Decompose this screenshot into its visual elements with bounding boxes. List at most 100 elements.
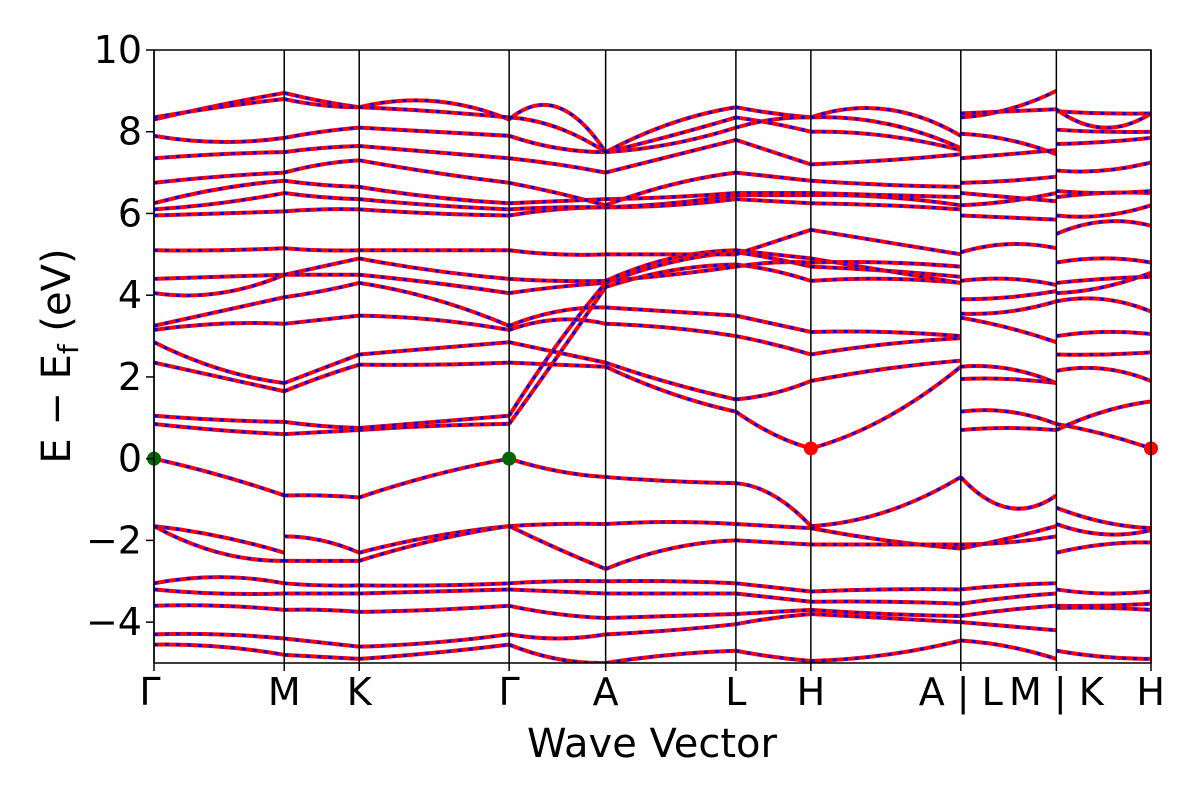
band-line-spin-up xyxy=(604,364,737,414)
band-line-spin-down xyxy=(509,115,607,154)
band-line-spin-down xyxy=(810,612,961,624)
band-line-spin-down xyxy=(154,575,285,585)
band-line-spin-down xyxy=(358,185,510,205)
kpoint-label: A xyxy=(593,670,619,714)
band-line-spin-down xyxy=(605,612,736,620)
band-line-spin-down xyxy=(810,599,961,606)
band-line-spin-down xyxy=(810,193,962,207)
band-edge-marker xyxy=(502,451,517,466)
band-line-spin-down xyxy=(1056,366,1151,383)
band-line-spin-up xyxy=(735,227,812,257)
band-line-spin-down xyxy=(154,524,285,563)
band-line-spin-down xyxy=(154,422,285,436)
band-line-spin-down xyxy=(154,150,285,160)
kpoint-label: K xyxy=(347,670,373,714)
band-line-spin-down xyxy=(154,273,285,281)
band-line-spin-down xyxy=(1056,109,1151,116)
band-line-spin-up xyxy=(735,334,812,357)
band-line-spin-down xyxy=(810,336,961,356)
y-tick-label: 10 xyxy=(94,28,142,72)
y-tick-label: −4 xyxy=(86,600,142,644)
band-line-spin-down xyxy=(605,475,736,485)
band-line-spin-down xyxy=(810,365,962,450)
band-line-spin-down xyxy=(508,524,607,571)
band-line-spin-down xyxy=(960,534,1057,546)
band-line-spin-up xyxy=(810,475,962,529)
band-line-spin-down xyxy=(359,414,510,430)
band-line-spin-down xyxy=(359,340,510,356)
band-line-spin-up xyxy=(960,638,1057,661)
band-line-spin-down xyxy=(154,643,285,657)
band-line-spin-down xyxy=(960,132,1057,156)
band-line-spin-down xyxy=(605,649,736,663)
band-line-spin-down xyxy=(605,250,737,285)
band-line-spin-down xyxy=(1056,330,1151,338)
band-line-spin-up xyxy=(509,276,606,284)
band-line-spin-down xyxy=(154,414,285,424)
band-line-spin-down xyxy=(960,191,1057,207)
band-line-spin-down xyxy=(960,214,1057,222)
band-line-spin-down xyxy=(810,260,961,269)
band-line-spin-down xyxy=(960,148,1057,160)
band-line-spin-down xyxy=(358,98,510,121)
band-line-spin-down xyxy=(154,134,285,144)
band-line-spin-down xyxy=(359,361,510,367)
band-line-spin-up xyxy=(154,178,285,206)
band-line-spin-up xyxy=(960,603,1057,618)
kpoint-label: M | K xyxy=(1009,670,1105,715)
band-line-spin-down xyxy=(154,603,285,612)
band-line-spin-up xyxy=(604,538,736,571)
band-line-spin-down xyxy=(735,171,812,183)
band-line-spin-down xyxy=(284,191,360,201)
band-line-spin-down xyxy=(810,256,962,285)
band-line-spin-down xyxy=(154,273,285,297)
band-line-spin-down xyxy=(508,305,606,328)
band-line-spin-down xyxy=(810,265,961,279)
band-line-spin-down xyxy=(359,604,510,614)
band-line-spin-down xyxy=(810,179,961,189)
band-line-spin-down xyxy=(508,134,606,154)
band-line-spin-down xyxy=(1056,189,1151,195)
band-line-spin-down xyxy=(284,534,360,555)
band-line-spin-down xyxy=(1056,649,1151,661)
band-line-spin-down xyxy=(735,581,812,593)
band-line-spin-down xyxy=(735,608,811,616)
band-line-spin-down xyxy=(358,457,510,499)
band-line-spin-up xyxy=(509,579,606,586)
band-line-spin-down xyxy=(810,228,962,256)
band-line-spin-up xyxy=(509,360,606,369)
band-line-spin-down xyxy=(960,299,1057,316)
y-axis-label-sub: f xyxy=(52,343,85,354)
band-line-spin-down xyxy=(358,256,510,281)
kpoint-label: Γ xyxy=(499,670,520,714)
band-line-spin-up xyxy=(734,410,812,451)
band-line-spin-down xyxy=(284,428,360,436)
band-line-spin-down xyxy=(283,126,360,140)
band-line-spin-up xyxy=(810,638,962,663)
y-tick-label: 6 xyxy=(118,191,142,235)
band-line-spin-up xyxy=(283,352,360,385)
band-line-spin-down xyxy=(1055,399,1151,432)
band-line-spin-down xyxy=(735,115,811,130)
band-line-spin-up xyxy=(509,197,606,206)
band-line-spin-up xyxy=(735,481,813,528)
band-line-spin-down xyxy=(960,191,1057,203)
band-line-spin-down xyxy=(358,524,510,563)
band-line-spin-down xyxy=(154,524,285,555)
band-line-spin-down xyxy=(605,622,737,636)
band-line-spin-down xyxy=(605,365,737,414)
band-line-spin-down xyxy=(960,426,1057,432)
band-line-spin-down xyxy=(1056,587,1151,596)
band-line-spin-down xyxy=(284,420,360,430)
band-line-spin-down xyxy=(960,364,1057,385)
band-line-spin-down xyxy=(154,632,285,640)
band-edge-marker xyxy=(803,441,818,456)
y-tick-label: −2 xyxy=(86,518,142,562)
band-line-spin-down xyxy=(605,538,736,571)
band-line-spin-down xyxy=(960,408,1057,426)
band-line-spin-down xyxy=(959,476,1058,511)
band-line-spin-down xyxy=(154,179,285,205)
y-axis-label-main: E − E xyxy=(34,354,80,464)
band-line-spin-up xyxy=(1055,399,1151,432)
band-line-spin-down xyxy=(735,260,811,269)
